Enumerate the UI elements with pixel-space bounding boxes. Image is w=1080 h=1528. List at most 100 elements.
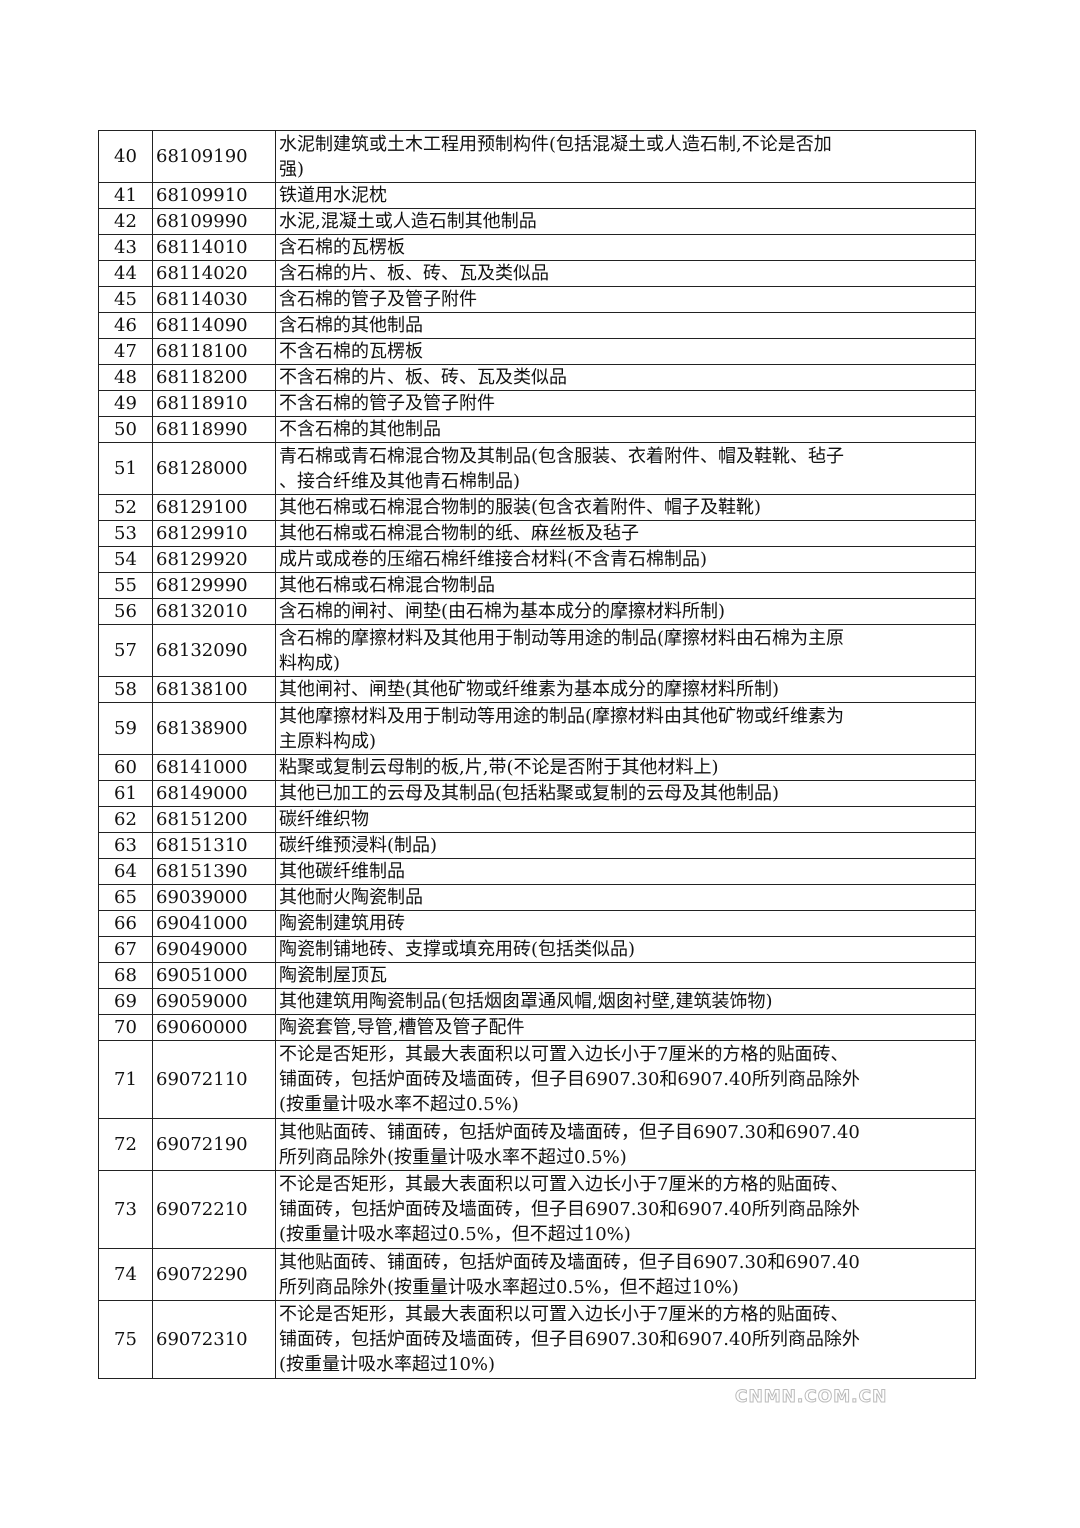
row-number-cell: 72	[98, 1118, 153, 1171]
row-number-cell: 70	[98, 1014, 153, 1041]
table-row: 60 68141000 粘聚或复制云母制的板,片,带(不论是否附于其他材料上)	[98, 754, 976, 781]
table-row: 61 68149000 其他已加工的云母及其制品(包括粘聚或复制的云母及其他制品)	[98, 780, 976, 807]
table-row: 45 68114030 含石棉的管子及管子附件	[98, 286, 976, 313]
hs-code-cell: 69039000	[152, 884, 276, 911]
row-number-cell: 44	[98, 260, 153, 287]
table-row: 63 68151310 碳纤维预浸料(制品)	[98, 832, 976, 859]
row-number-cell: 64	[98, 858, 153, 885]
table-row: 67 69049000 陶瓷制铺地砖、支撑或填充用砖(包括类似品)	[98, 936, 976, 963]
table-row: 51 68128000 青石棉或青石棉混合物及其制品(包含服装、衣着附件、帽及鞋靴、…	[98, 442, 976, 495]
row-number-cell: 60	[98, 754, 153, 781]
description-cell: 陶瓷制铺地砖、支撑或填充用砖(包括类似品)	[275, 936, 976, 963]
hs-code-cell: 68138100	[152, 676, 276, 703]
table-row: 74 69072290 其他贴面砖、铺面砖，包括炉面砖及墙面砖，但子目6907.30…	[98, 1248, 976, 1301]
hs-code-cell: 69072310	[152, 1300, 276, 1379]
row-number-cell: 45	[98, 286, 153, 313]
row-number-cell: 59	[98, 702, 153, 755]
table-row: 73 69072210 不论是否矩形，其最大表面积以可置入边长小于7厘米的方格的贴面…	[98, 1170, 976, 1249]
description-cell: 不含石棉的其他制品	[275, 416, 976, 443]
row-number-cell: 61	[98, 780, 153, 807]
hs-code-cell: 68118990	[152, 416, 276, 443]
description-cell: 碳纤维织物	[275, 806, 976, 833]
hs-code-cell: 68132090	[152, 624, 276, 677]
hs-code-cell: 68129920	[152, 546, 276, 573]
table-row: 56 68132010 含石棉的闸衬、闸垫(由石棉为基本成分的摩擦材料所制)	[98, 598, 976, 625]
row-number-cell: 50	[98, 416, 153, 443]
description-cell: 其他耐火陶瓷制品	[275, 884, 976, 911]
tariff-table: 40 68109190 水泥制建筑或土木工程用预制构件(包括混凝土或人造石制,不论是…	[98, 130, 976, 1379]
hs-code-cell: 68151310	[152, 832, 276, 859]
description-cell: 青石棉或青石棉混合物及其制品(包含服装、衣着附件、帽及鞋靴、毡子 、接合纤维及其…	[275, 442, 976, 495]
description-cell: 含石棉的管子及管子附件	[275, 286, 976, 313]
row-number-cell: 43	[98, 234, 153, 261]
hs-code-cell: 68141000	[152, 754, 276, 781]
description-cell: 不含石棉的瓦楞板	[275, 338, 976, 365]
table-row: 55 68129990 其他石棉或石棉混合物制品	[98, 572, 976, 599]
table-row: 57 68132090 含石棉的摩擦材料及其他用于制动等用途的制品(摩擦材料由石棉为…	[98, 624, 976, 677]
row-number-cell: 65	[98, 884, 153, 911]
description-cell: 铁道用水泥枕	[275, 182, 976, 209]
row-number-cell: 69	[98, 988, 153, 1015]
row-number-cell: 49	[98, 390, 153, 417]
table-row: 59 68138900 其他摩擦材料及用于制动等用途的制品(摩擦材料由其他矿物或纤维…	[98, 702, 976, 755]
hs-code-cell: 68149000	[152, 780, 276, 807]
row-number-cell: 40	[98, 130, 153, 183]
row-number-cell: 52	[98, 494, 153, 521]
row-number-cell: 48	[98, 364, 153, 391]
description-cell: 不论是否矩形，其最大表面积以可置入边长小于7厘米的方格的贴面砖、 铺面砖，包括炉…	[275, 1040, 976, 1119]
description-cell: 成片或成卷的压缩石棉纤维接合材料(不含青石棉制品)	[275, 546, 976, 573]
table-row: 68 69051000 陶瓷制屋顶瓦	[98, 962, 976, 989]
row-number-cell: 41	[98, 182, 153, 209]
description-cell: 含石棉的片、板、砖、瓦及类似品	[275, 260, 976, 287]
table-row: 46 68114090 含石棉的其他制品	[98, 312, 976, 339]
hs-code-cell: 69072190	[152, 1118, 276, 1171]
hs-code-cell: 68118910	[152, 390, 276, 417]
row-number-cell: 71	[98, 1040, 153, 1119]
description-cell: 不含石棉的管子及管子附件	[275, 390, 976, 417]
hs-code-cell: 68151390	[152, 858, 276, 885]
row-number-cell: 42	[98, 208, 153, 235]
hs-code-cell: 68114010	[152, 234, 276, 261]
description-cell: 其他石棉或石棉混合物制品	[275, 572, 976, 599]
row-number-cell: 54	[98, 546, 153, 573]
description-cell: 含石棉的瓦楞板	[275, 234, 976, 261]
description-cell: 其他建筑用陶瓷制品(包括烟囱罩通风帽,烟囱衬壁,建筑装饰物)	[275, 988, 976, 1015]
hs-code-cell: 68109990	[152, 208, 276, 235]
description-cell: 含石棉的其他制品	[275, 312, 976, 339]
table-row: 69 69059000 其他建筑用陶瓷制品(包括烟囱罩通风帽,烟囱衬壁,建筑装饰物)	[98, 988, 976, 1015]
row-number-cell: 62	[98, 806, 153, 833]
description-cell: 含石棉的摩擦材料及其他用于制动等用途的制品(摩擦材料由石棉为主原 料构成)	[275, 624, 976, 677]
row-number-cell: 75	[98, 1300, 153, 1379]
hs-code-cell: 68129100	[152, 494, 276, 521]
description-cell: 其他贴面砖、铺面砖，包括炉面砖及墙面砖，但子目6907.30和6907.40 所…	[275, 1118, 976, 1171]
hs-code-cell: 69072290	[152, 1248, 276, 1301]
table-row: 65 69039000 其他耐火陶瓷制品	[98, 884, 976, 911]
row-number-cell: 63	[98, 832, 153, 859]
table-row: 75 69072310 不论是否矩形，其最大表面积以可置入边长小于7厘米的方格的贴面…	[98, 1300, 976, 1379]
row-number-cell: 46	[98, 312, 153, 339]
description-cell: 碳纤维预浸料(制品)	[275, 832, 976, 859]
table-row: 64 68151390 其他碳纤维制品	[98, 858, 976, 885]
description-cell: 其他闸衬、闸垫(其他矿物或纤维素为基本成分的摩擦材料所制)	[275, 676, 976, 703]
hs-code-cell: 68138900	[152, 702, 276, 755]
table-row: 44 68114020 含石棉的片、板、砖、瓦及类似品	[98, 260, 976, 287]
description-cell: 不论是否矩形，其最大表面积以可置入边长小于7厘米的方格的贴面砖、 铺面砖，包括炉…	[275, 1300, 976, 1379]
description-cell: 其他已加工的云母及其制品(包括粘聚或复制的云母及其他制品)	[275, 780, 976, 807]
table-row: 62 68151200 碳纤维织物	[98, 806, 976, 833]
table-row: 40 68109190 水泥制建筑或土木工程用预制构件(包括混凝土或人造石制,不论是…	[98, 130, 976, 183]
table-row: 42 68109990 水泥,混凝土或人造石制其他制品	[98, 208, 976, 235]
row-number-cell: 51	[98, 442, 153, 495]
table-row: 43 68114010 含石棉的瓦楞板	[98, 234, 976, 261]
hs-code-cell: 69072210	[152, 1170, 276, 1249]
hs-code-cell: 68151200	[152, 806, 276, 833]
hs-code-cell: 68114030	[152, 286, 276, 313]
row-number-cell: 73	[98, 1170, 153, 1249]
description-cell: 陶瓷制建筑用砖	[275, 910, 976, 937]
hs-code-cell: 68118200	[152, 364, 276, 391]
hs-code-cell: 68129910	[152, 520, 276, 547]
hs-code-cell: 68114090	[152, 312, 276, 339]
description-cell: 其他贴面砖、铺面砖，包括炉面砖及墙面砖，但子目6907.30和6907.40 所…	[275, 1248, 976, 1301]
table-row: 47 68118100 不含石棉的瓦楞板	[98, 338, 976, 365]
description-cell: 不含石棉的片、板、砖、瓦及类似品	[275, 364, 976, 391]
row-number-cell: 56	[98, 598, 153, 625]
